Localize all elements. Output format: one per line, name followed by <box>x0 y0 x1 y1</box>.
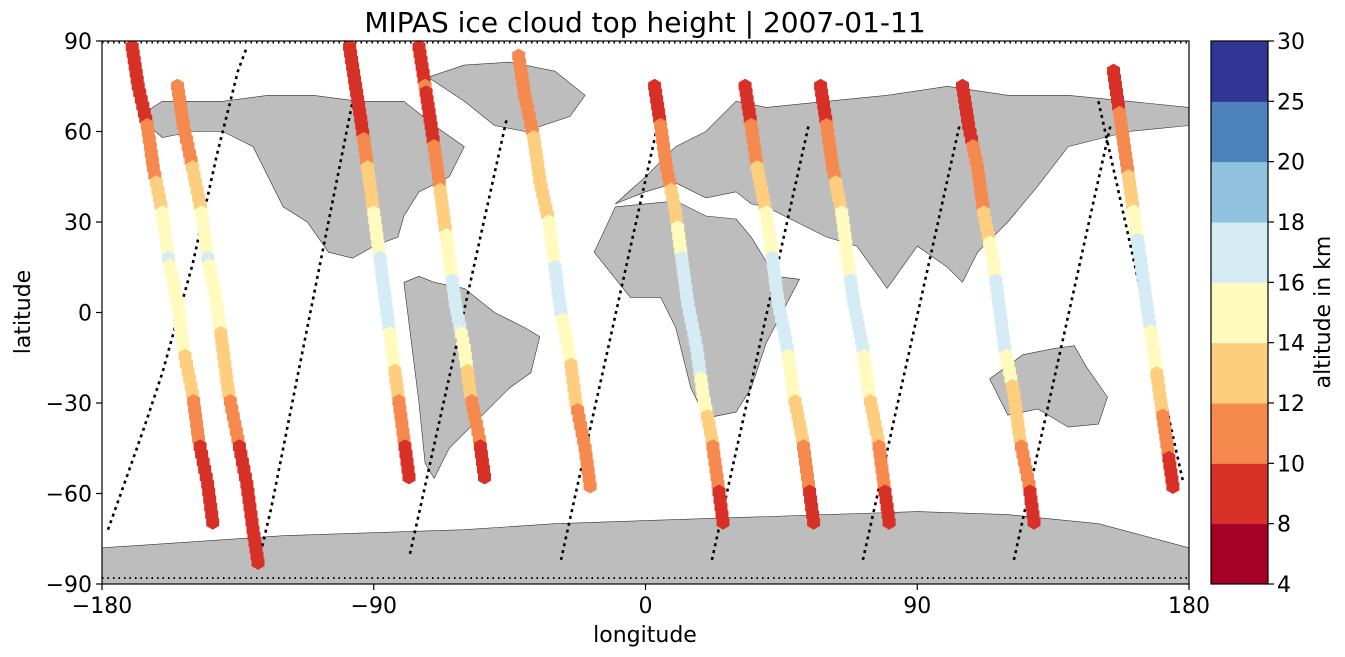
y-tick-label: 30 <box>64 211 92 236</box>
cloud-points <box>125 41 1180 570</box>
x-tick-label: 180 <box>1168 594 1210 619</box>
chart-title: MIPAS ice cloud top height | 2007-01-11 <box>364 6 925 39</box>
y-tick-label: 0 <box>78 302 92 327</box>
colorbar-tick-label: 10 <box>1277 452 1305 477</box>
colorbar-bin <box>1211 523 1268 585</box>
colorbar-bin <box>1211 222 1268 283</box>
y-tick-label: −90 <box>46 573 92 598</box>
colorbar-bin <box>1211 463 1268 525</box>
colorbar-bin <box>1211 161 1268 223</box>
cloud-point <box>716 514 730 530</box>
cloud-point <box>402 469 416 485</box>
orbit-line <box>257 86 357 561</box>
cloud-point <box>1166 479 1180 494</box>
colorbar: 4 8 10 12 14 16 18 20 25 30 <box>1210 30 1305 598</box>
cloud-point <box>807 514 821 530</box>
colorbar-bin <box>1211 282 1268 344</box>
x-axis-label: longitude <box>593 623 697 648</box>
land-north-america <box>137 95 465 259</box>
colorbar-tick-label: 16 <box>1277 271 1305 296</box>
x-tick-label: 0 <box>639 594 653 619</box>
land-antarctica <box>102 511 1189 584</box>
cloud-point <box>478 469 491 485</box>
colorbar-bin <box>1211 403 1268 464</box>
x-axis: −180 −90 0 90 180 <box>72 584 1210 619</box>
colorbar-bin <box>1211 101 1268 163</box>
x-tick-label: −90 <box>351 594 397 619</box>
x-tick-label: 90 <box>903 594 931 619</box>
colorbar-tick-label: 30 <box>1277 30 1305 55</box>
y-tick-label: 60 <box>64 121 92 146</box>
colorbar-frame <box>1210 40 1269 585</box>
y-axis: 90 60 30 0 −30 −60 −90 <box>46 30 102 598</box>
cloud-point <box>206 514 220 530</box>
colorbar-tick-label: 20 <box>1277 151 1305 176</box>
cloud-point <box>882 514 896 530</box>
y-tick-label: −60 <box>46 483 92 508</box>
y-axis-label: latitude <box>11 270 36 354</box>
colorbar-tick-label: 4 <box>1277 573 1291 598</box>
cloud-point <box>583 478 597 494</box>
colorbar-tick-label: 12 <box>1277 392 1305 417</box>
colorbar-tick-label: 25 <box>1277 90 1305 115</box>
colorbar-tick-label: 18 <box>1277 211 1305 236</box>
colorbar-tick-label: 8 <box>1277 513 1291 538</box>
cloud-point <box>251 554 265 570</box>
land-greenland <box>427 61 586 132</box>
colorbar-bin <box>1211 342 1268 404</box>
y-tick-label: 90 <box>64 30 92 55</box>
colorbar-bin <box>1211 41 1268 102</box>
x-tick-label: −180 <box>72 594 132 619</box>
colorbar-label: altitude in km <box>1311 236 1336 389</box>
cloud-point <box>1027 514 1041 530</box>
colorbar-tick-label: 14 <box>1277 332 1305 357</box>
y-tick-label: −30 <box>46 392 92 417</box>
